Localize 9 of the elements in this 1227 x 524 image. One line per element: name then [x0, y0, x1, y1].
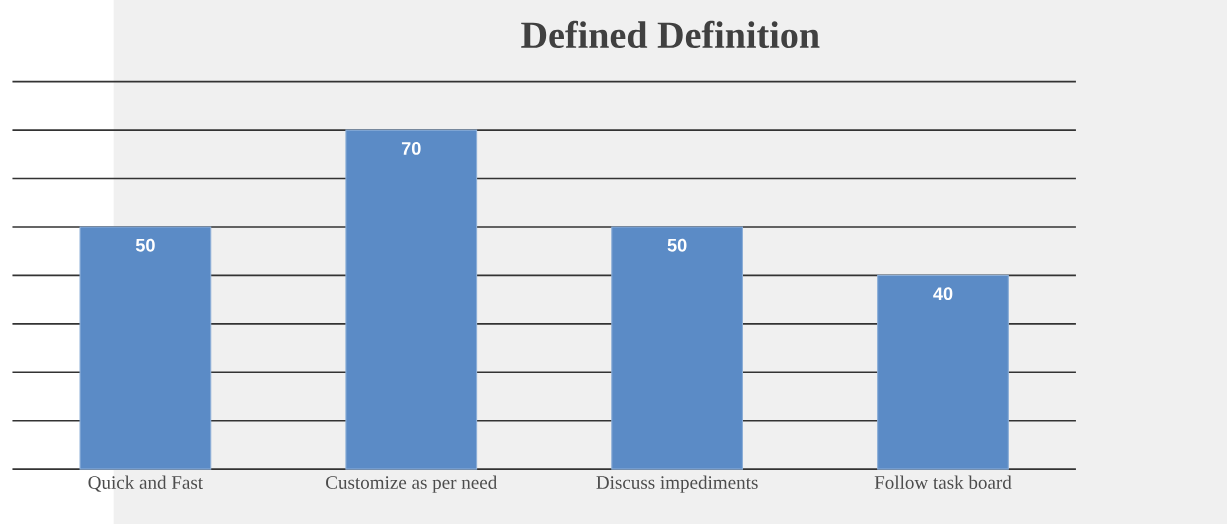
data-label: 50: [135, 238, 155, 252]
data-label: 40: [933, 287, 953, 300]
data-label: 70: [401, 141, 421, 155]
x-tick-label: Customize as per need: [326, 475, 498, 493]
data-label: 50: [667, 238, 687, 252]
x-tick-label: Discuss impediments: [596, 475, 758, 493]
chart-title: Defined Definition: [521, 20, 820, 48]
x-tick-label: Follow task board: [874, 475, 1012, 489]
x-tick-label: Quick and Fast: [88, 475, 203, 492]
